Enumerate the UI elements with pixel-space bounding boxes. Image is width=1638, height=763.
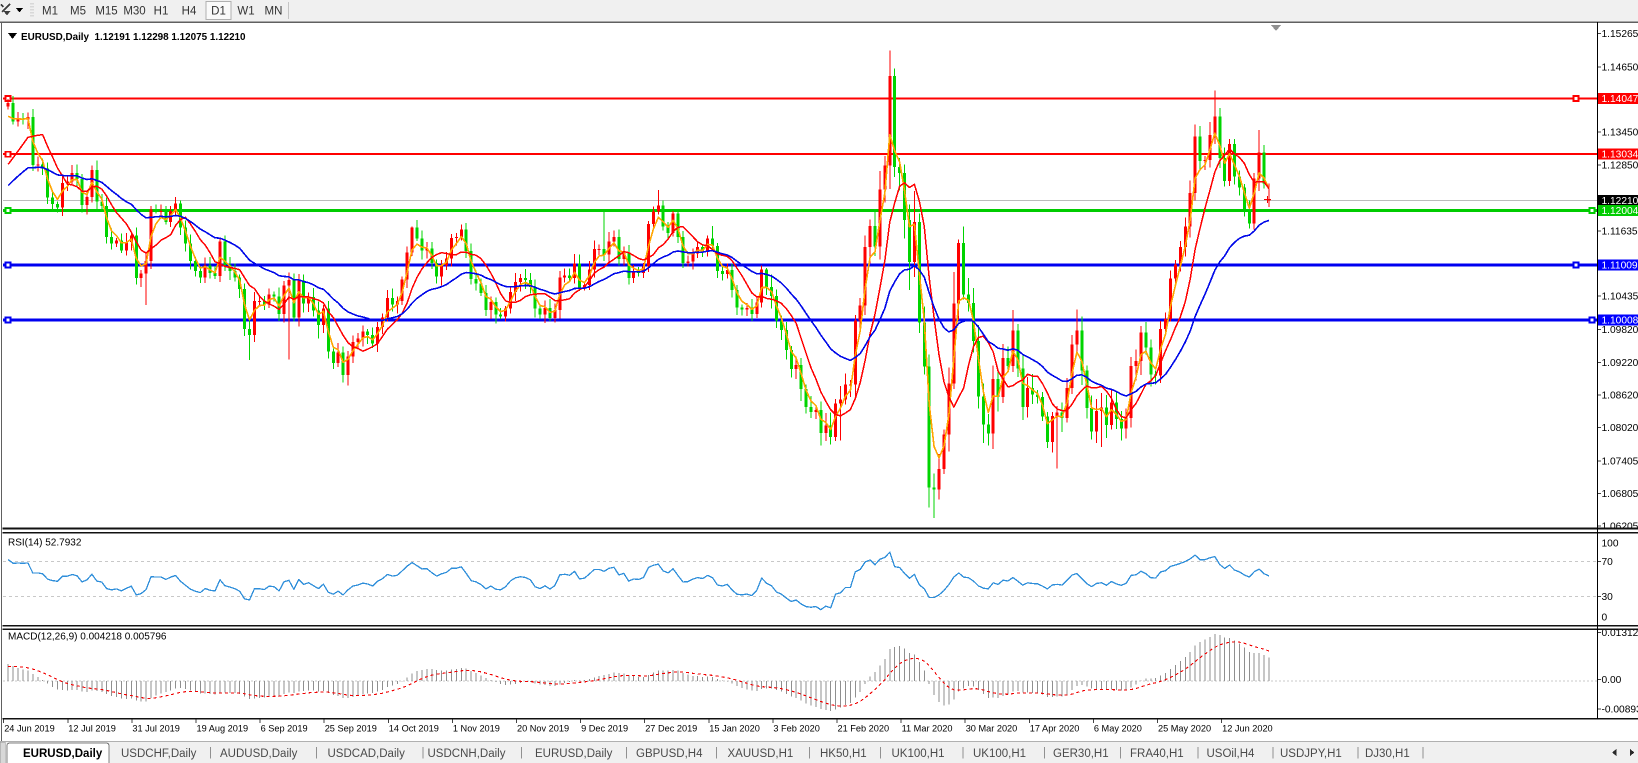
svg-text:H4: H4 [182, 6, 197, 18]
svg-text:20 Nov 2019: 20 Nov 2019 [517, 724, 569, 734]
svg-text:|: | [715, 747, 718, 759]
svg-text:AUDUSD,Daily: AUDUSD,Daily [220, 748, 298, 760]
svg-text:GBPUSD,H4: GBPUSD,H4 [636, 748, 703, 760]
svg-text:1.12850: 1.12850 [1602, 160, 1638, 171]
svg-text:H1: H1 [154, 6, 169, 18]
svg-text:1.14650: 1.14650 [1602, 63, 1638, 74]
svg-text:100: 100 [1602, 538, 1619, 549]
svg-text:15 Jan 2020: 15 Jan 2020 [709, 724, 760, 734]
svg-text:1.15265: 1.15265 [1602, 29, 1638, 40]
svg-text:12 Jun 2020: 12 Jun 2020 [1222, 724, 1273, 734]
svg-text:17 Apr 2020: 17 Apr 2020 [1030, 724, 1080, 734]
svg-text:EURUSD,Daily: EURUSD,Daily [535, 748, 613, 760]
svg-text:30: 30 [1602, 592, 1614, 603]
svg-text:21 Feb 2020: 21 Feb 2020 [838, 724, 890, 734]
svg-text:27 Dec 2019: 27 Dec 2019 [645, 724, 697, 734]
svg-text:RSI(14) 52.7932: RSI(14) 52.7932 [8, 538, 82, 549]
svg-text:|: | [315, 747, 318, 759]
svg-text:24 Jun 2019: 24 Jun 2019 [4, 724, 55, 734]
svg-text:M5: M5 [70, 6, 86, 18]
svg-text:1.12004: 1.12004 [1602, 206, 1638, 217]
svg-text:EURUSD,Daily 1.12191 1.12298: EURUSD,Daily 1.12191 1.12298 1.12075 1.1… [21, 32, 246, 43]
svg-text:30 Mar 2020: 30 Mar 2020 [966, 724, 1018, 734]
svg-text:FRA40,H1: FRA40,H1 [1130, 748, 1184, 760]
svg-text:W1: W1 [237, 6, 254, 18]
svg-text:1 Nov 2019: 1 Nov 2019 [453, 724, 500, 734]
svg-text:USDCHF,Daily: USDCHF,Daily [121, 748, 197, 760]
svg-text:GER30,H1: GER30,H1 [1053, 748, 1109, 760]
svg-text:|: | [520, 747, 523, 759]
svg-text:6 Sep 2019: 6 Sep 2019 [261, 724, 308, 734]
svg-text:USDCAD,Daily: USDCAD,Daily [328, 748, 406, 760]
svg-text:|: | [209, 747, 212, 759]
svg-text:1.07405: 1.07405 [1602, 457, 1638, 468]
svg-text:1.11009: 1.11009 [1602, 261, 1638, 272]
svg-text:9 Dec 2019: 9 Dec 2019 [581, 724, 628, 734]
svg-text:|: | [625, 747, 628, 759]
svg-text:HK50,H1: HK50,H1 [820, 748, 867, 760]
svg-text:DJ30,H1: DJ30,H1 [1365, 748, 1410, 760]
svg-text:3 Feb 2020: 3 Feb 2020 [773, 724, 820, 734]
svg-text:|: | [808, 747, 811, 759]
svg-text:XAUUSD,H1: XAUUSD,H1 [728, 748, 794, 760]
svg-text:|: | [879, 747, 882, 759]
svg-text:1.14047: 1.14047 [1602, 94, 1638, 105]
svg-text:14 Oct 2019: 14 Oct 2019 [389, 724, 439, 734]
svg-text:|: | [962, 747, 965, 759]
svg-text:19 Aug 2019: 19 Aug 2019 [197, 724, 249, 734]
svg-text:1.10008: 1.10008 [1602, 316, 1638, 327]
svg-text:|: | [422, 747, 425, 759]
svg-text:1.13034: 1.13034 [1602, 150, 1638, 161]
svg-text:|: | [1197, 747, 1200, 759]
svg-text:31 Jul 2019: 31 Jul 2019 [132, 724, 180, 734]
svg-text:UK100,H1: UK100,H1 [892, 748, 945, 760]
svg-text:USDJPY,H1: USDJPY,H1 [1280, 748, 1342, 760]
svg-text:M1: M1 [42, 6, 58, 18]
svg-text:USDCNH,Daily: USDCNH,Daily [428, 748, 506, 760]
svg-text:1.09220: 1.09220 [1602, 358, 1638, 369]
svg-text:1.13450: 1.13450 [1602, 128, 1638, 139]
svg-text:1.12210: 1.12210 [1602, 196, 1638, 207]
svg-text:MACD(12,26,9) 0.004218 0.00579: MACD(12,26,9) 0.004218 0.005796 [8, 632, 167, 643]
svg-text:0: 0 [1602, 613, 1608, 624]
svg-text:|: | [1119, 747, 1122, 759]
svg-text:1.11635: 1.11635 [1602, 227, 1638, 238]
svg-text:0.013121: 0.013121 [1602, 628, 1638, 639]
svg-text:6 May 2020: 6 May 2020 [1094, 724, 1142, 734]
svg-text:1.06205: 1.06205 [1602, 522, 1638, 533]
svg-text:|: | [1422, 747, 1425, 759]
svg-text:1.08620: 1.08620 [1602, 390, 1638, 401]
svg-text:|: | [1357, 747, 1360, 759]
svg-text:D1: D1 [211, 6, 226, 18]
svg-text:0.00: 0.00 [1602, 675, 1622, 686]
svg-text:1.09820: 1.09820 [1602, 325, 1638, 336]
svg-text:12 Jul 2019: 12 Jul 2019 [68, 724, 116, 734]
svg-text:70: 70 [1602, 557, 1614, 568]
svg-text:|: | [1043, 747, 1046, 759]
svg-text:-0.00893: -0.00893 [1602, 705, 1638, 716]
svg-text:USOil,H4: USOil,H4 [1207, 748, 1256, 760]
svg-text:25 Sep 2019: 25 Sep 2019 [325, 724, 377, 734]
svg-text:11 Mar 2020: 11 Mar 2020 [902, 724, 953, 734]
svg-text:M15: M15 [95, 6, 117, 18]
svg-text:UK100,H1: UK100,H1 [973, 748, 1026, 760]
svg-text:1.08020: 1.08020 [1602, 423, 1638, 434]
svg-text:MN: MN [265, 6, 283, 18]
svg-text:|: | [1272, 747, 1275, 759]
svg-text:1.06805: 1.06805 [1602, 489, 1638, 500]
svg-text:M30: M30 [123, 6, 145, 18]
svg-text:1.10435: 1.10435 [1602, 292, 1638, 303]
svg-text:EURUSD,Daily: EURUSD,Daily [23, 748, 103, 760]
svg-text:25 May 2020: 25 May 2020 [1158, 724, 1211, 734]
